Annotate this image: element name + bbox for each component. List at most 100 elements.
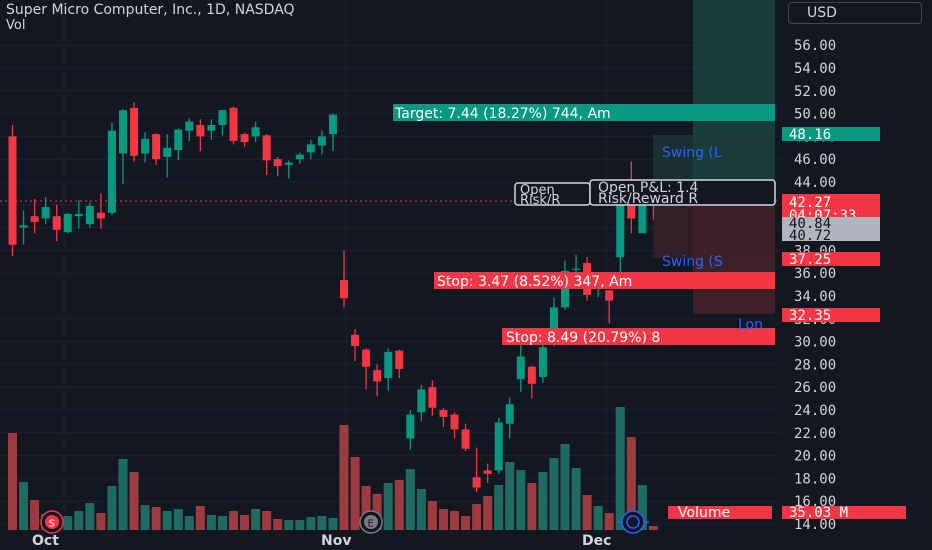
volume-bar xyxy=(195,506,205,530)
candle-body xyxy=(185,121,194,131)
candle-body xyxy=(638,201,647,234)
candle-body xyxy=(516,356,525,380)
candle-body xyxy=(605,290,614,301)
svg-text:40.72: 40.72 xyxy=(789,228,831,244)
candle-body xyxy=(527,366,536,384)
candle-body xyxy=(130,107,139,156)
volume-bar xyxy=(626,437,636,530)
candle-body xyxy=(107,130,116,213)
candle-body xyxy=(119,110,127,154)
y-tick-label: 18.00 xyxy=(794,471,836,487)
volume-bar xyxy=(394,480,404,530)
candle-body xyxy=(561,270,569,308)
volume-bar xyxy=(339,425,349,530)
candle-body xyxy=(538,347,547,377)
candle-body xyxy=(41,207,50,219)
volume-bar xyxy=(229,511,238,530)
future-event-icon[interactable] xyxy=(617,510,649,534)
candles xyxy=(8,102,658,493)
y-tick-label: 34.00 xyxy=(794,289,836,305)
svg-text:Risk/R: Risk/R xyxy=(520,193,560,208)
open-pnl-box-right[interactable]: Open P&L: 1.4 Risk/Reward R xyxy=(589,179,776,207)
svg-text:Open P&L: 1.4: Open P&L: 1.4 xyxy=(598,180,699,196)
svg-text:Volume: Volume xyxy=(678,505,730,521)
candle-body xyxy=(96,212,105,219)
svg-text:32.35: 32.35 xyxy=(789,308,831,324)
volume-bar xyxy=(251,509,261,530)
x-label-oct: Oct xyxy=(32,533,59,549)
volume-bar xyxy=(571,468,581,530)
long-label: Lon xyxy=(738,317,763,333)
svg-text:48.16: 48.16 xyxy=(789,127,831,143)
earnings-marker-icon[interactable]: E xyxy=(359,510,383,534)
volume-bar xyxy=(30,500,40,530)
volume-bar xyxy=(306,517,316,530)
svg-text:40.84: 40.84 xyxy=(789,216,831,232)
volume-badge[interactable]: Volume 35.03 M xyxy=(668,505,906,521)
y-tick-label: 26.00 xyxy=(794,380,836,396)
svg-text:Stop: 8.49 (20.79%) 8: Stop: 8.49 (20.79%) 8 xyxy=(506,330,660,346)
candle-body xyxy=(240,134,249,143)
volume-bar xyxy=(96,513,106,530)
price-badge-gray-1: 40.84 xyxy=(782,216,880,232)
candle-body xyxy=(461,429,470,449)
volume-bar xyxy=(582,495,592,530)
volume-bar xyxy=(538,472,548,530)
x-label-nov: Nov xyxy=(321,533,351,549)
stop-label-short[interactable]: Stop: 3.47 (8.52%) 347, Am xyxy=(434,272,775,290)
svg-text:42.27: 42.27 xyxy=(789,195,831,211)
split-marker-icon[interactable]: S xyxy=(40,510,64,534)
target-label[interactable]: Target: 7.44 (18.27%) 744, Am xyxy=(393,104,775,122)
volume-bar xyxy=(350,457,360,530)
candle-body xyxy=(8,136,17,245)
volume-bar xyxy=(604,513,614,530)
candle-body xyxy=(306,144,315,153)
volume-bar xyxy=(262,511,272,530)
volume-bar xyxy=(151,507,161,530)
price-axis: 56.0054.0052.0050.0048.0046.0044.0042.00… xyxy=(794,38,836,533)
candle-body xyxy=(417,389,426,413)
volume-bar xyxy=(483,496,493,530)
candle-body xyxy=(196,125,205,137)
volume-bar xyxy=(8,433,17,530)
candle-body xyxy=(284,162,293,165)
svg-text:Risk/Reward R: Risk/Reward R xyxy=(598,191,698,207)
svg-text:S: S xyxy=(49,519,55,530)
volume-bar xyxy=(85,503,95,530)
volume-legend: Vol xyxy=(6,18,26,33)
y-tick-label: 36.00 xyxy=(794,266,836,282)
candle-body xyxy=(295,154,304,160)
candle-body xyxy=(406,414,415,439)
volume-bar xyxy=(593,506,603,530)
volume-bar xyxy=(118,459,128,530)
symbol-title[interactable]: Super Micro Computer, Inc., 1D, NASDAQ xyxy=(6,2,295,18)
volume-bar xyxy=(129,472,139,530)
candle-body xyxy=(207,125,216,131)
volume-bar xyxy=(637,485,647,530)
candle-body xyxy=(328,114,337,135)
volume-bar xyxy=(140,505,150,530)
stop-label-long[interactable]: Stop: 8.49 (20.79%) 8 xyxy=(502,328,775,346)
volume-bar xyxy=(74,511,84,530)
candle-body xyxy=(549,307,558,344)
open-pnl-box-left[interactable]: Open Risk/R xyxy=(514,182,591,208)
volume-bar xyxy=(427,501,437,530)
candle-body xyxy=(74,213,83,217)
candle-body xyxy=(218,110,227,125)
candle-body xyxy=(351,334,360,347)
y-tick-label: 22.00 xyxy=(794,426,836,442)
svg-text:Target: 7.44 (18.27%) 744, Am: Target: 7.44 (18.27%) 744, Am xyxy=(394,106,611,122)
price-badge-gray-2: 40.72 xyxy=(782,228,880,244)
y-tick-label: 20.00 xyxy=(794,449,836,465)
y-tick-label: 46.00 xyxy=(794,152,836,168)
y-tick-label: 54.00 xyxy=(794,61,836,77)
candle-body xyxy=(163,147,172,157)
target-price-badge: 48.16 xyxy=(782,127,880,143)
candle-body xyxy=(494,422,503,471)
y-tick-label: 28.00 xyxy=(794,357,836,373)
currency-button[interactable]: USD xyxy=(788,2,922,24)
swing-upper-label: Swing (L xyxy=(662,145,722,161)
candle-body xyxy=(340,280,348,299)
swing-price-badge: 37.25 xyxy=(782,252,880,268)
